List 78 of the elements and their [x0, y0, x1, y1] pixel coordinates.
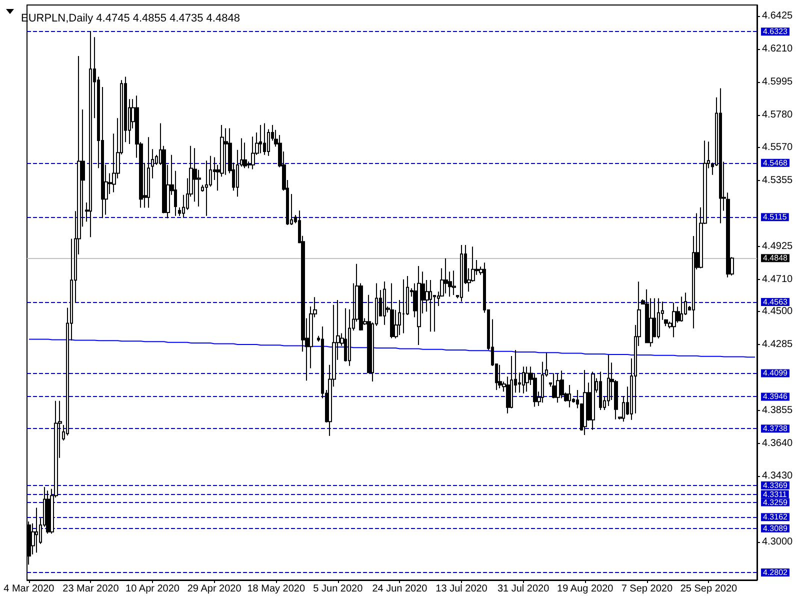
x-tick-label: 24 Jun 2020 [372, 584, 428, 594]
candlestick [444, 258, 448, 294]
line-series [28, 338, 756, 358]
y-tick-label: 4.6210 [762, 43, 794, 54]
candlestick [383, 281, 386, 326]
ref-line-label: 4.4563 [763, 297, 788, 306]
x-tick-label: 25 Sep 2020 [680, 584, 738, 594]
candlestick [672, 302, 676, 338]
candlestick [263, 122, 266, 156]
candlestick [417, 266, 421, 346]
candlestick [599, 371, 602, 410]
candlestick [591, 371, 595, 430]
ref-line-label: 4.3259 [763, 498, 788, 507]
candlestick [607, 354, 610, 406]
y-tick-label: 4.4500 [762, 306, 794, 318]
candlestick [498, 364, 502, 389]
ref-line-label: 4.3369 [763, 480, 788, 490]
x-tick-label: 18 May 2020 [247, 584, 306, 594]
y-tick-label: 4.5780 [762, 109, 794, 120]
y-tick-label: 4.5995 [762, 76, 794, 88]
candlestick [147, 136, 150, 208]
candlestick [583, 370, 587, 436]
candlestick [35, 507, 38, 554]
candlestick [452, 270, 456, 296]
candlestick [680, 296, 683, 322]
ref-line-label: 4.3311 [763, 490, 788, 499]
y-tick-label: 4.3430 [762, 470, 794, 482]
ref-line-label: 4.2802 [763, 568, 788, 577]
ref-line-label: 4.4099 [763, 368, 788, 378]
candlestick [259, 124, 262, 154]
x-tick-label: 29 Apr 2020 [187, 584, 242, 594]
x-tick-label: 19 Aug 2020 [557, 584, 614, 594]
ref-line-label: 4.5468 [763, 158, 788, 168]
ref-line-label: 4.3089 [763, 524, 788, 533]
candlestick [243, 142, 247, 169]
x-tick-label: 31 Jul 2020 [497, 584, 550, 594]
y-tick-label: 4.4710 [762, 274, 794, 285]
ref-line-label: 4.4848 [763, 254, 788, 263]
y-tick-label: 4.4925 [762, 240, 794, 252]
y-tick-label: 4.3000 [762, 536, 794, 548]
candlestick [151, 148, 154, 179]
y-tick-label: 4.3855 [762, 405, 794, 416]
ref-line-label: 4.3162 [763, 512, 788, 522]
x-tick-label: 13 Jul 2020 [436, 584, 488, 594]
x-tick-label: 10 Apr 2020 [126, 584, 180, 594]
candlestick [193, 148, 197, 202]
y-tick-label: 4.4285 [762, 339, 794, 350]
ref-line-label: 4.5115 [763, 212, 788, 222]
candlestick [390, 282, 394, 339]
candlestick [568, 384, 571, 408]
candlestick [205, 160, 208, 216]
candlestick [552, 372, 556, 399]
x-tick-label: 5 Jun 2020 [313, 584, 364, 594]
candlestick [46, 490, 50, 534]
ref-line-label: 4.6323 [763, 27, 788, 36]
candlestick [402, 278, 405, 334]
candlestick [560, 370, 564, 399]
candlestick [89, 30, 92, 238]
y-tick-label: 4.6425 [762, 10, 794, 22]
candlestick [224, 128, 228, 176]
ref-line-label: 4.3946 [763, 392, 788, 402]
candlestick [251, 136, 255, 170]
candlestick [429, 279, 432, 332]
candlestick [460, 244, 463, 302]
candlestick [719, 88, 722, 224]
y-tick-label: 4.5570 [762, 142, 794, 153]
candlestick [344, 308, 347, 362]
candlestick [556, 372, 560, 404]
x-tick-label: 4 Mar 2020 [4, 584, 55, 594]
x-tick-label: 7 Sep 2020 [621, 584, 673, 594]
candlestick [525, 366, 529, 392]
candlestick [657, 298, 660, 339]
x-tick-label: 23 Mar 2020 [62, 584, 120, 594]
candlestick [522, 366, 525, 394]
ref-line-label: 4.3738 [763, 424, 788, 434]
y-tick-label: 4.3640 [762, 438, 794, 450]
y-tick-label: 4.5355 [762, 174, 794, 186]
candlestick [645, 288, 649, 344]
